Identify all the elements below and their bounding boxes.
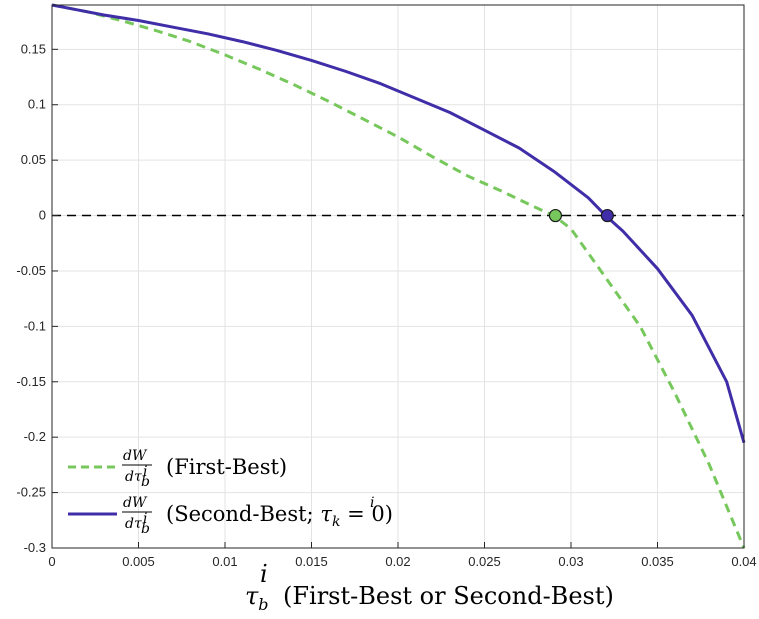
x-tick-label-1: 0.005 [122,554,155,569]
legend-frac-den-sup-2: i [143,511,147,527]
x-tick-label-5: 0.025 [468,554,501,569]
y-tick-label-6: -0.15 [16,374,46,389]
y-tick-label-9: -0.3 [24,540,46,555]
y-tick-label-7: -0.2 [24,429,46,444]
legend-tau-sub: k [332,514,340,530]
series-layer [51,3,746,549]
legend-frac-den-2: dτ [125,516,142,532]
x-axis-ticks: 0 0.005 0.01 0.015 0.02 0.025 0.03 0.035 0.04 [48,542,757,569]
x-tick-label-3: 0.015 [295,554,328,569]
legend-frac-den-sub-1: b [141,474,150,490]
x-tick-label-8: 0.04 [731,554,756,569]
series-line-second-best [51,3,746,444]
x-axis-label-sub: b [258,595,268,614]
legend-item-first-best: dW dτ b i (First-Best) [68,448,287,490]
svg-text:(Second-Best; τk = 0): (Second-Best; τk = 0) [166,502,393,530]
legend-item-second-best: dW dτ b i (Second-Best; τk = 0) i [68,495,393,537]
root-marker-second-best [600,208,614,223]
y-tick-label-3: 0 [39,208,46,223]
x-axis-label-symbol: τ [245,582,259,610]
legend-frac-num-1: dW [123,448,148,464]
markers [548,208,614,223]
y-tick-label-5: -0.1 [24,318,46,333]
root-marker-first-best [548,208,563,223]
series-line-first-best [51,3,746,549]
legend-frac-den-sub-2: b [141,521,150,537]
legend-tau-symbol: τ [320,502,332,526]
y-axis-ticks: 0.15 0.1 0.05 0 -0.05 -0.1 -0.15 -0.2 -0.25 -0.3 [16,41,58,555]
legend-label-first-best: (First-Best) [166,455,287,479]
legend-label-second-best-post: = 0) [340,502,393,526]
svg-text:τb: τb [245,582,269,614]
y-tick-label-4: -0.05 [16,263,46,278]
legend: dW dτ b i (First-Best) dW dτ b i (Second… [68,448,393,537]
x-axis-label-text: (First-Best or Second-Best) [283,582,614,610]
x-tick-label-6: 0.03 [558,554,583,569]
legend-frac-den-1: dτ [125,469,142,485]
y-tick-label-8: -0.25 [16,485,46,500]
y-tick-label-0: 0.15 [21,41,46,56]
legend-label-second-best-pre: (Second-Best; [166,502,320,526]
y-tick-label-1: 0.1 [28,97,46,112]
x-tick-label-7: 0.035 [641,554,674,569]
x-tick-label-4: 0.02 [385,554,410,569]
legend-frac-num-2: dW [123,495,148,511]
x-axis-label: τb i (First-Best or Second-Best) [245,560,614,614]
x-axis-label-sup: i [260,560,268,588]
x-tick-label-2: 0.01 [212,554,237,569]
x-tick-label-0: 0 [48,554,55,569]
legend-frac-den-sup-1: i [143,464,147,480]
y-tick-label-2: 0.05 [21,152,46,167]
legend-tau-sup: i [370,495,374,511]
